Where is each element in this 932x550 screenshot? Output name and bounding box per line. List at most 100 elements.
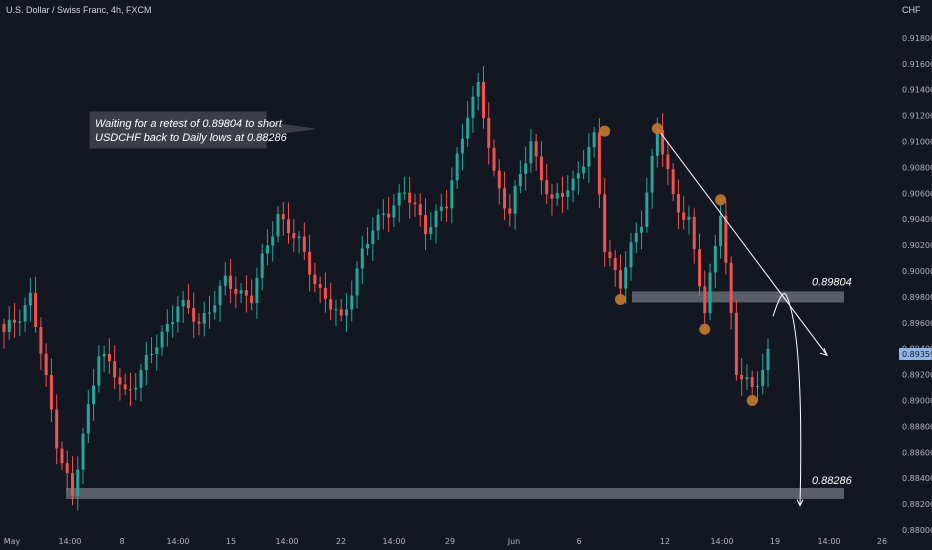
candle-body	[613, 258, 617, 271]
candle-body	[719, 215, 723, 246]
candle-body	[255, 277, 259, 304]
candle-body	[23, 305, 27, 322]
candle-body	[634, 232, 638, 243]
candle-body	[576, 173, 580, 179]
annotation-bubble	[89, 111, 315, 149]
price-tick-label: 0.90800	[902, 163, 932, 172]
candle-body	[761, 370, 765, 387]
swing-marker	[715, 194, 727, 206]
candle-body	[703, 286, 707, 314]
projection-path	[772, 293, 802, 506]
time-axis[interactable]: May 14:00 8 14:00 15 14:00 22 14:00 29 Jun 6 12 14:0…	[4, 537, 887, 546]
candle-body	[539, 156, 543, 181]
candle-body	[97, 356, 101, 386]
candle-body	[561, 192, 565, 198]
candle-body	[313, 274, 317, 285]
candle-body	[381, 213, 385, 215]
candle-body	[766, 348, 770, 371]
candle-body	[624, 267, 628, 289]
candle-body	[218, 285, 222, 306]
price-tick-label: 0.88400	[902, 474, 932, 483]
candle-body	[55, 409, 59, 449]
swing-marker	[746, 395, 758, 407]
current-price-value: 0.89359	[902, 350, 932, 359]
candle-body	[434, 210, 438, 227]
candle-body	[308, 251, 312, 275]
candle-body	[655, 130, 659, 156]
candle-body	[424, 215, 428, 235]
candle-body	[603, 194, 607, 252]
candle-body	[555, 192, 559, 199]
candle-body	[123, 384, 127, 390]
candle-body	[492, 147, 496, 171]
swing-marker	[651, 123, 663, 135]
candle-body	[729, 262, 733, 314]
price-tick-label: 0.88000	[902, 526, 932, 535]
price-tick-label: 0.88600	[902, 448, 932, 457]
candle-body	[18, 321, 22, 323]
time-tick-label: 12	[660, 537, 670, 546]
time-tick-label: Jun	[507, 537, 521, 546]
candle-body	[107, 353, 111, 362]
candle-body	[229, 275, 233, 289]
annotation-callout: Waiting for a retest of 0.89804 to short…	[89, 111, 315, 149]
time-tick-label: 22	[336, 537, 346, 546]
candle-body	[650, 155, 654, 193]
candle-body	[49, 375, 53, 410]
markers-layer	[599, 123, 758, 407]
candle-body	[408, 192, 412, 203]
current-price-badge	[899, 348, 932, 361]
candle-body	[176, 306, 180, 322]
candle-body	[34, 293, 38, 328]
levels-layer: 0.89804 0.88286	[66, 276, 853, 499]
candle-body	[387, 213, 391, 218]
candle-body	[418, 204, 422, 216]
time-tick-label: 14:00	[166, 537, 189, 546]
candle-body	[276, 213, 280, 237]
candle-body	[513, 186, 517, 214]
candle-body	[508, 208, 512, 214]
candles-layer	[2, 66, 770, 511]
support-level-label: 0.88286	[812, 475, 853, 487]
candle-body	[197, 321, 201, 324]
candle-body	[661, 130, 665, 155]
candle-body	[466, 117, 470, 139]
candle-body	[524, 163, 528, 174]
candle-body	[497, 170, 501, 189]
candle-body	[334, 309, 338, 311]
candle-body	[366, 244, 370, 249]
candle-body	[244, 290, 248, 296]
candle-body	[734, 313, 738, 375]
candle-body	[213, 305, 217, 313]
price-axis[interactable]: 0.91800 0.91600 0.91400 0.91200 0.91000 0.908…	[902, 34, 932, 535]
candle-body	[281, 213, 285, 220]
candle-body	[503, 188, 507, 209]
candle-body	[250, 295, 254, 304]
candle-body	[402, 192, 406, 194]
candle-body	[2, 324, 6, 332]
candle-body	[360, 248, 364, 269]
candle-body	[202, 312, 206, 324]
price-tick-label: 0.90200	[902, 241, 932, 250]
candle-body	[128, 389, 132, 391]
time-tick-label: 14:00	[58, 537, 81, 546]
candle-body	[86, 404, 90, 434]
candle-body	[39, 327, 43, 354]
price-tick-label: 0.90400	[902, 215, 932, 224]
candle-body	[181, 300, 185, 307]
candle-body	[713, 245, 717, 273]
candle-body	[645, 192, 649, 227]
candle-body	[698, 249, 702, 287]
swing-marker	[599, 125, 611, 137]
support-zone	[66, 487, 844, 499]
candle-body	[7, 319, 11, 332]
trendline-arrowhead	[819, 347, 828, 356]
annotation-line-2: USDCHF back to Daily lows at 0.88286	[95, 132, 288, 144]
candle-body	[445, 206, 449, 209]
candle-body	[740, 374, 744, 380]
price-tick-label: 0.91000	[902, 138, 932, 147]
candle-body	[355, 268, 359, 296]
candle-body	[640, 226, 644, 233]
